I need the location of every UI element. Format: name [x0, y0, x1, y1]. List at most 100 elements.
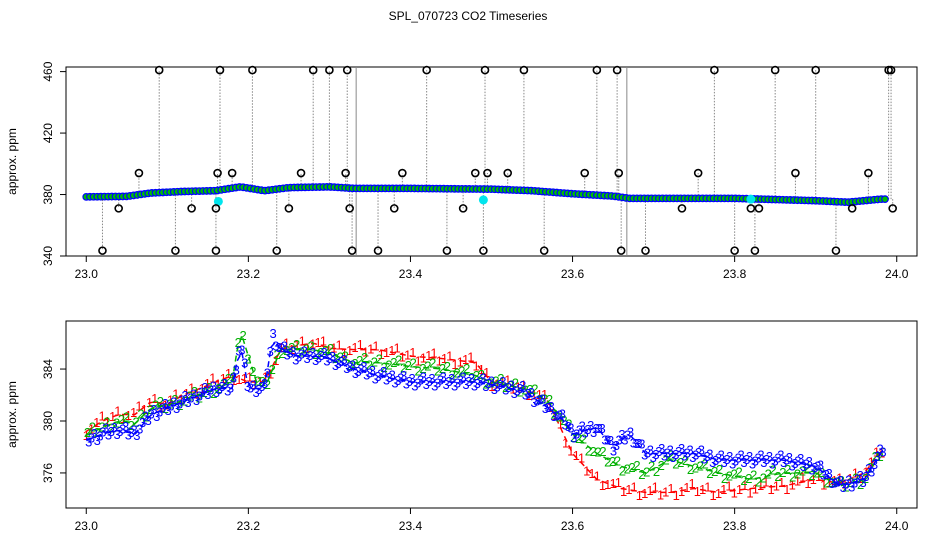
series-2-marker: 2	[167, 397, 174, 412]
series-3-marker: 3	[564, 419, 571, 434]
series-2-marker: 2	[220, 376, 227, 391]
chart-title: SPL_070723 CO2 Timeseries	[388, 9, 548, 23]
series-3-marker: 3	[825, 466, 832, 481]
x-tick-label: 23.4	[399, 519, 423, 533]
series-3-marker: 3	[550, 409, 557, 424]
series-1-marker: 1	[241, 371, 248, 386]
series-2-marker: 2	[478, 367, 485, 382]
plot-frame-2	[65, 320, 918, 509]
series-2-marker: 2	[755, 475, 762, 490]
outlier-point	[345, 204, 354, 213]
series-2-marker: 2	[590, 444, 597, 459]
series-1-marker: 1	[762, 475, 769, 490]
x-tick-label: 23.8	[723, 267, 747, 281]
outlier-point	[479, 246, 488, 255]
series-2-marker: 2	[176, 398, 183, 413]
series-3-marker: 3	[777, 447, 784, 462]
outlier-point	[710, 65, 719, 75]
series-2-marker: 2	[283, 343, 290, 358]
series-2-marker: 2	[342, 348, 349, 363]
series-2-marker: 2	[701, 457, 708, 472]
outlier-point	[114, 204, 123, 213]
outlier-point	[187, 204, 196, 213]
series-2-marker: 2	[147, 402, 154, 417]
series-1-marker: 1	[288, 342, 295, 357]
series-1-marker: 1	[688, 476, 695, 491]
series-3-marker: 3	[437, 372, 444, 387]
series-3-marker: 3	[508, 377, 515, 392]
series-3-marker: 3	[238, 343, 245, 358]
series-3-marker: 3	[766, 449, 773, 464]
series-1-marker: 1	[731, 486, 738, 501]
series-1-marker: 1	[546, 400, 553, 415]
x-tick-label: 23.2	[237, 519, 261, 533]
series-1-marker: 1	[878, 446, 885, 461]
series-2-marker: 2	[346, 358, 353, 373]
series-3-marker: 3	[360, 359, 367, 374]
series-3-marker: 3	[252, 385, 259, 400]
series-2-marker: 2	[434, 364, 441, 379]
outlier-point	[389, 204, 399, 213]
series-3-marker: 3	[193, 393, 200, 408]
x-tick-label: 23.2	[237, 267, 261, 281]
outlier-point	[888, 204, 897, 213]
series-3-marker: 3	[638, 436, 645, 451]
series-1-marker: 1	[146, 395, 153, 410]
series-3-marker: 3	[718, 447, 725, 462]
series-3-marker: 3	[675, 444, 682, 459]
series-2-marker: 2	[740, 473, 747, 488]
series-3-marker: 3	[179, 392, 186, 407]
series-3-marker: 3	[420, 369, 427, 384]
series-3-marker: 3	[389, 367, 396, 382]
outlier-point	[791, 168, 800, 178]
series-3-marker: 3	[539, 391, 546, 406]
series-3-marker: 3	[372, 371, 379, 386]
series-1-marker: 1	[283, 336, 290, 351]
series-2-marker: 2	[244, 351, 251, 366]
series-2-marker: 2	[517, 384, 524, 399]
series-1-marker: 1	[767, 482, 774, 497]
series-3-marker: 3	[581, 426, 588, 441]
outlier-point	[171, 246, 180, 255]
series-3-marker: 3	[445, 374, 452, 389]
series-3-marker: 3	[576, 423, 583, 438]
series-2-marker: 2	[308, 338, 315, 353]
outlier-point	[341, 168, 350, 178]
series-3-marker: 3	[806, 454, 813, 469]
series-1-marker: 1	[225, 366, 232, 381]
series-2-marker: 2	[259, 374, 266, 389]
series-2-marker: 2	[502, 380, 509, 395]
series-3-marker: 3	[760, 455, 767, 470]
series-3-marker: 3	[545, 400, 552, 415]
series-3-marker: 3	[851, 476, 858, 491]
series-2-marker: 2	[415, 364, 422, 379]
series-3-marker: 3	[494, 379, 501, 394]
series-3-marker: 3	[201, 380, 208, 395]
series-1-marker: 1	[214, 376, 221, 391]
series-1-marker: 1	[125, 408, 132, 423]
series-3-marker: 3	[91, 426, 98, 441]
series-2-marker: 2	[449, 368, 456, 383]
outlier-point	[811, 65, 820, 75]
series-3-marker: 3	[624, 427, 631, 442]
series-2-marker: 2	[663, 452, 670, 467]
series-1-marker: 1	[141, 402, 148, 417]
outlier-point	[677, 204, 687, 213]
series-2-marker: 2	[94, 425, 101, 440]
series-3-marker: 3	[281, 338, 288, 353]
series-2-marker: 2	[808, 468, 815, 483]
x-tick-label: 23.8	[723, 519, 747, 533]
series-3-marker: 3	[584, 422, 591, 437]
series-2-marker: 2	[157, 394, 164, 409]
series-1-marker: 1	[478, 362, 485, 377]
series-2-marker: 2	[322, 343, 329, 358]
series-1-marker: 1	[130, 405, 137, 420]
series-2-marker: 2	[113, 415, 120, 430]
data-point	[881, 195, 889, 204]
series-1-marker: 1	[93, 415, 100, 430]
series-3-marker: 3	[286, 345, 293, 360]
series-3-marker: 3	[133, 428, 140, 443]
series-3-marker: 3	[706, 447, 713, 462]
series-3-marker: 3	[698, 443, 705, 458]
